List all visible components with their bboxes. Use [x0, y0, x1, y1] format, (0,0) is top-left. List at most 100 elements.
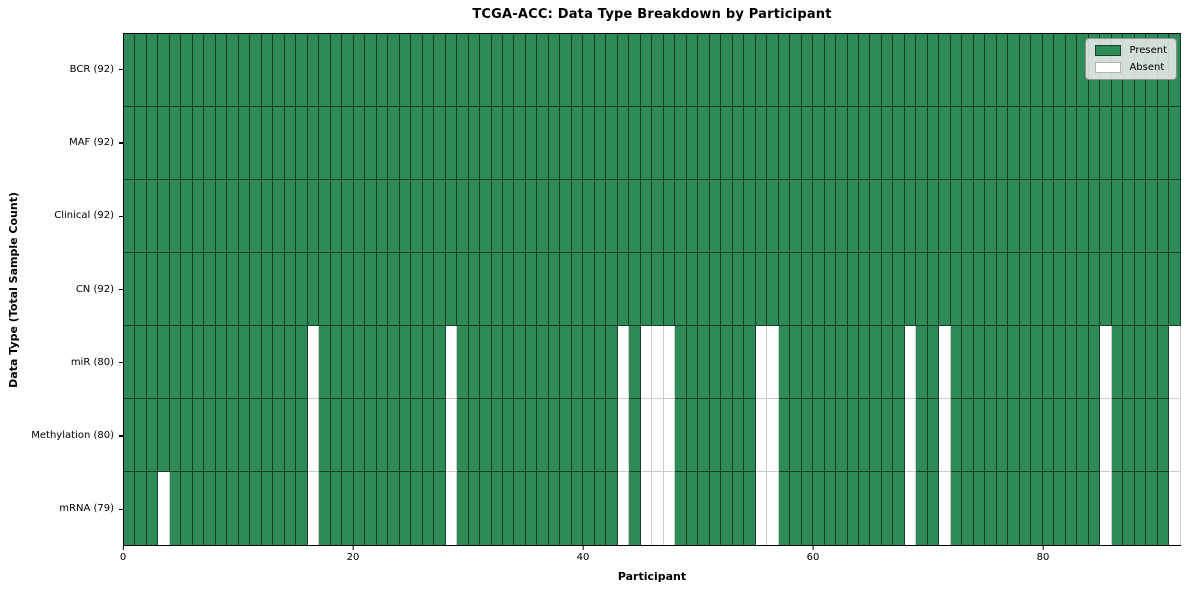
present-cell [686, 472, 699, 545]
present-cell [950, 180, 963, 253]
present-cell [767, 107, 779, 180]
present-cell [480, 107, 492, 180]
present-cell [238, 326, 251, 399]
present-cell [1031, 180, 1043, 253]
present-cell [158, 399, 170, 472]
present-cell [594, 253, 607, 326]
present-cell [939, 180, 951, 253]
present-cell [227, 253, 239, 326]
absent-cell [939, 399, 951, 472]
x-axis-ticks: 0 20 40 60 80 [120, 546, 1181, 576]
present-cell [514, 253, 526, 326]
present-cell [698, 326, 710, 399]
present-cell [847, 180, 859, 253]
absent-cell [663, 472, 676, 545]
present-cell [273, 107, 285, 180]
present-cell [836, 253, 848, 326]
present-cell [124, 107, 136, 180]
present-cell [813, 34, 825, 107]
present-cell [652, 180, 664, 253]
present-cell [778, 399, 791, 472]
present-cell [824, 253, 837, 326]
present-cell [480, 399, 492, 472]
present-cell [399, 472, 412, 545]
present-cell [1008, 34, 1020, 107]
present-cell [640, 180, 653, 253]
present-cell [480, 472, 492, 545]
present-cell [698, 34, 710, 107]
present-cell [744, 472, 756, 545]
present-cell [663, 107, 676, 180]
present-cell [962, 399, 974, 472]
present-cell [365, 180, 377, 253]
present-cell [778, 253, 791, 326]
present-cell [1042, 472, 1055, 545]
absent-swatch-icon [1095, 62, 1122, 73]
present-cell [560, 253, 572, 326]
present-cell [790, 34, 802, 107]
present-cell [330, 399, 343, 472]
present-cell [365, 326, 377, 399]
present-cell [893, 107, 905, 180]
present-cell [950, 253, 963, 326]
present-cell [985, 180, 997, 253]
present-cell [927, 326, 940, 399]
present-cell [434, 472, 446, 545]
present-cell [227, 399, 239, 472]
present-cell [847, 253, 859, 326]
y-tick: MAF (92) [69, 137, 123, 148]
present-cell [1157, 107, 1170, 180]
present-cell [491, 180, 503, 253]
present-cell [388, 326, 400, 399]
present-cell [537, 253, 549, 326]
present-cell [985, 399, 997, 472]
present-cell [204, 326, 216, 399]
present-cell [342, 34, 354, 107]
present-cell [790, 472, 802, 545]
present-cell [1169, 107, 1181, 180]
x-tick-label: 40 [576, 552, 590, 563]
x-tick-mark [352, 546, 354, 550]
present-cell [1065, 399, 1078, 472]
present-cell [583, 253, 595, 326]
present-cell [491, 107, 503, 180]
present-cell [1169, 253, 1181, 326]
present-cell [158, 34, 170, 107]
present-cell [365, 34, 377, 107]
x-tick-label: 20 [346, 552, 360, 563]
present-cell [709, 472, 722, 545]
present-cell [1088, 326, 1101, 399]
present-cell [502, 34, 515, 107]
present-cell [652, 253, 664, 326]
present-cell [1031, 253, 1043, 326]
present-cell [939, 107, 951, 180]
present-cell [1054, 180, 1066, 253]
present-cell [1077, 399, 1089, 472]
present-cell [606, 253, 618, 326]
present-cell [330, 472, 343, 545]
present-cell [686, 34, 699, 107]
present-cell [813, 180, 825, 253]
present-cell [376, 472, 389, 545]
present-cell [675, 399, 687, 472]
present-cell [342, 180, 354, 253]
present-cell [881, 472, 894, 545]
present-cell [353, 180, 366, 253]
present-cell [962, 253, 974, 326]
absent-cell [755, 472, 768, 545]
present-cell [261, 180, 274, 253]
present-cell [698, 107, 710, 180]
present-cell [480, 180, 492, 253]
present-cell [296, 472, 308, 545]
present-cell [560, 107, 572, 180]
present-cell [445, 34, 458, 107]
present-cell [950, 107, 963, 180]
present-cell [1031, 399, 1043, 472]
present-cell [537, 399, 549, 472]
present-cell [686, 399, 699, 472]
present-cell [1065, 107, 1078, 180]
present-cell [571, 34, 584, 107]
y-tick-mark [119, 69, 123, 71]
absent-cell [307, 472, 320, 545]
